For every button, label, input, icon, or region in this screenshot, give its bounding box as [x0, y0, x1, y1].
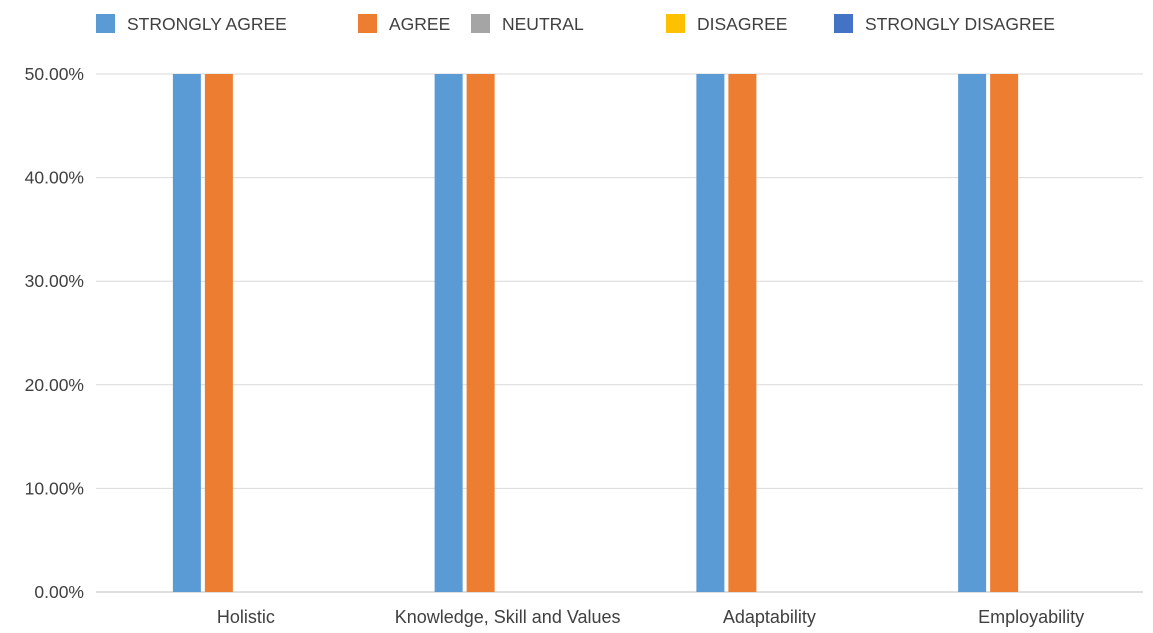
bar-agree: [204, 74, 233, 592]
x-tick-label: Knowledge, Skill and Values: [395, 607, 621, 627]
y-tick-label: 0.00%: [34, 582, 84, 602]
bar-strongly-agree: [434, 74, 463, 592]
legend-swatch-agree: [358, 14, 377, 33]
chart-legend: STRONGLY AGREE AGREE NEUTRAL DISAGREE STRONG…: [96, 14, 1055, 34]
legend-swatch-disagree: [666, 14, 685, 33]
x-tick-label: Employability: [978, 607, 1084, 627]
bar-agree: [728, 74, 757, 592]
legend-label-disagree: DISAGREE: [697, 14, 787, 34]
y-tick-label: 50.00%: [25, 64, 84, 84]
y-tick-label: 10.00%: [25, 478, 84, 498]
legend-label-strongly-agree: STRONGLY AGREE: [127, 14, 287, 34]
bar-strongly-agree: [958, 74, 987, 592]
y-tick-label: 20.00%: [25, 375, 84, 395]
legend-label-agree: AGREE: [389, 14, 450, 34]
y-tick-label: 30.00%: [25, 271, 84, 291]
legend-label-neutral: NEUTRAL: [502, 14, 584, 34]
legend-swatch-strongly-agree: [96, 14, 115, 33]
x-axis: Holistic Knowledge, Skill and Values Adapt…: [217, 607, 1084, 627]
bar-strongly-agree: [172, 74, 201, 592]
legend-swatch-strongly-disagree: [834, 14, 853, 33]
bar-agree: [990, 74, 1019, 592]
legend-label-strongly-disagree: STRONGLY DISAGREE: [865, 14, 1055, 34]
x-tick-label: Adaptability: [723, 607, 816, 627]
bar-agree: [466, 74, 495, 592]
bar-strongly-agree: [696, 74, 725, 592]
y-tick-label: 40.00%: [25, 168, 84, 188]
legend-swatch-neutral: [471, 14, 490, 33]
y-axis: 0.00% 10.00% 20.00% 30.00% 40.00% 50.00%: [25, 64, 84, 602]
x-tick-label: Holistic: [217, 607, 275, 627]
chart-bars: [172, 74, 1019, 592]
